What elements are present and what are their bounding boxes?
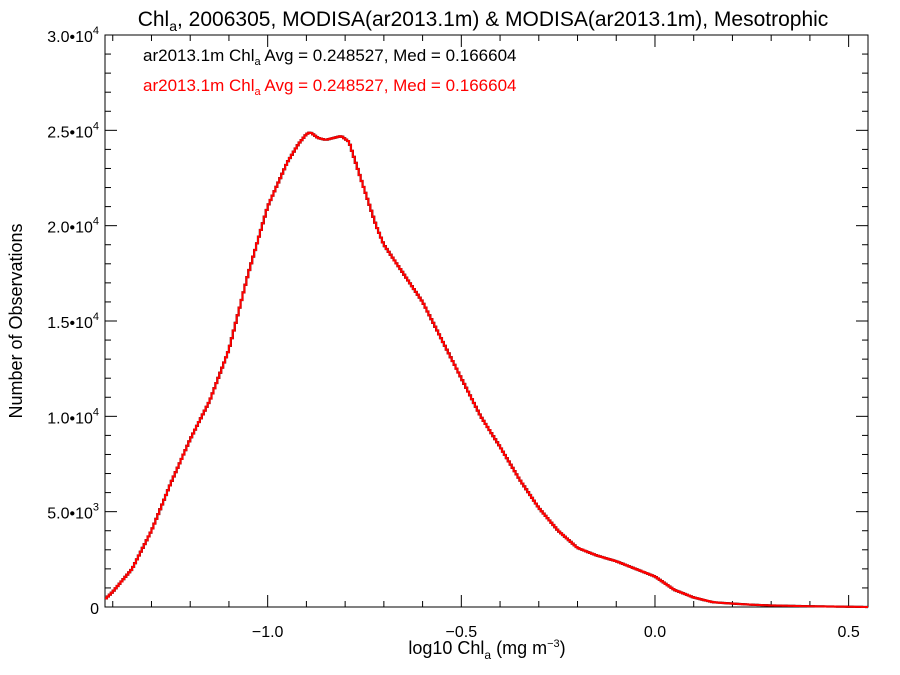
y-tick-labels: 0 5.0•103 1.0•104 1.5•104 2.0•104 2.5•104 3.0•…: [47, 25, 99, 618]
x-axis-label: log10 Chla (mg m−3): [408, 638, 565, 662]
histogram-series-1: [105, 131, 868, 608]
x-tick-label: −1.0: [252, 624, 284, 641]
y-tick-label: 5.0•103: [47, 502, 99, 523]
y-tick-label: 2.5•104: [47, 120, 99, 141]
x-tick-label: 0.0: [644, 624, 666, 641]
annotation-black: ar2013.1m Chla Avg = 0.248527, Med = 0.1…: [143, 46, 517, 68]
y-tick-label: 1.0•104: [47, 406, 99, 427]
axis-ticks: [105, 34, 868, 608]
stats-annotations: ar2013.1m Chla Avg = 0.248527, Med = 0.1…: [143, 46, 517, 98]
series-layer: [105, 131, 868, 609]
annotation-red: ar2013.1m Chla Avg = 0.248527, Med = 0.1…: [143, 76, 517, 98]
y-tick-label: 0: [90, 601, 99, 618]
chart-title: Chla, 2006305, MODISA(ar2013.1m) & MODIS…: [138, 8, 829, 34]
x-tick-labels: −1.0 −0.5 0.0 0.5: [252, 624, 860, 641]
y-tick-label: 1.5•104: [47, 311, 99, 332]
x-tick-label: −0.5: [446, 624, 478, 641]
y-tick-label: 3.0•104: [47, 25, 99, 46]
x-tick-label: 0.5: [838, 624, 860, 641]
y-tick-label: 2.0•104: [47, 216, 99, 237]
plot-area-frame: [104, 34, 869, 608]
y-axis-label: Number of Observations: [6, 223, 26, 418]
histogram-series-0: [105, 131, 868, 609]
